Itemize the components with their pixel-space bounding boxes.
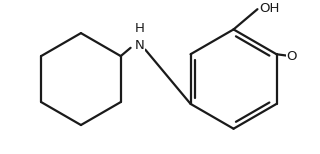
Text: O: O — [286, 50, 297, 63]
Text: H: H — [135, 22, 145, 35]
Text: N: N — [135, 39, 145, 53]
Text: OH: OH — [259, 2, 280, 15]
